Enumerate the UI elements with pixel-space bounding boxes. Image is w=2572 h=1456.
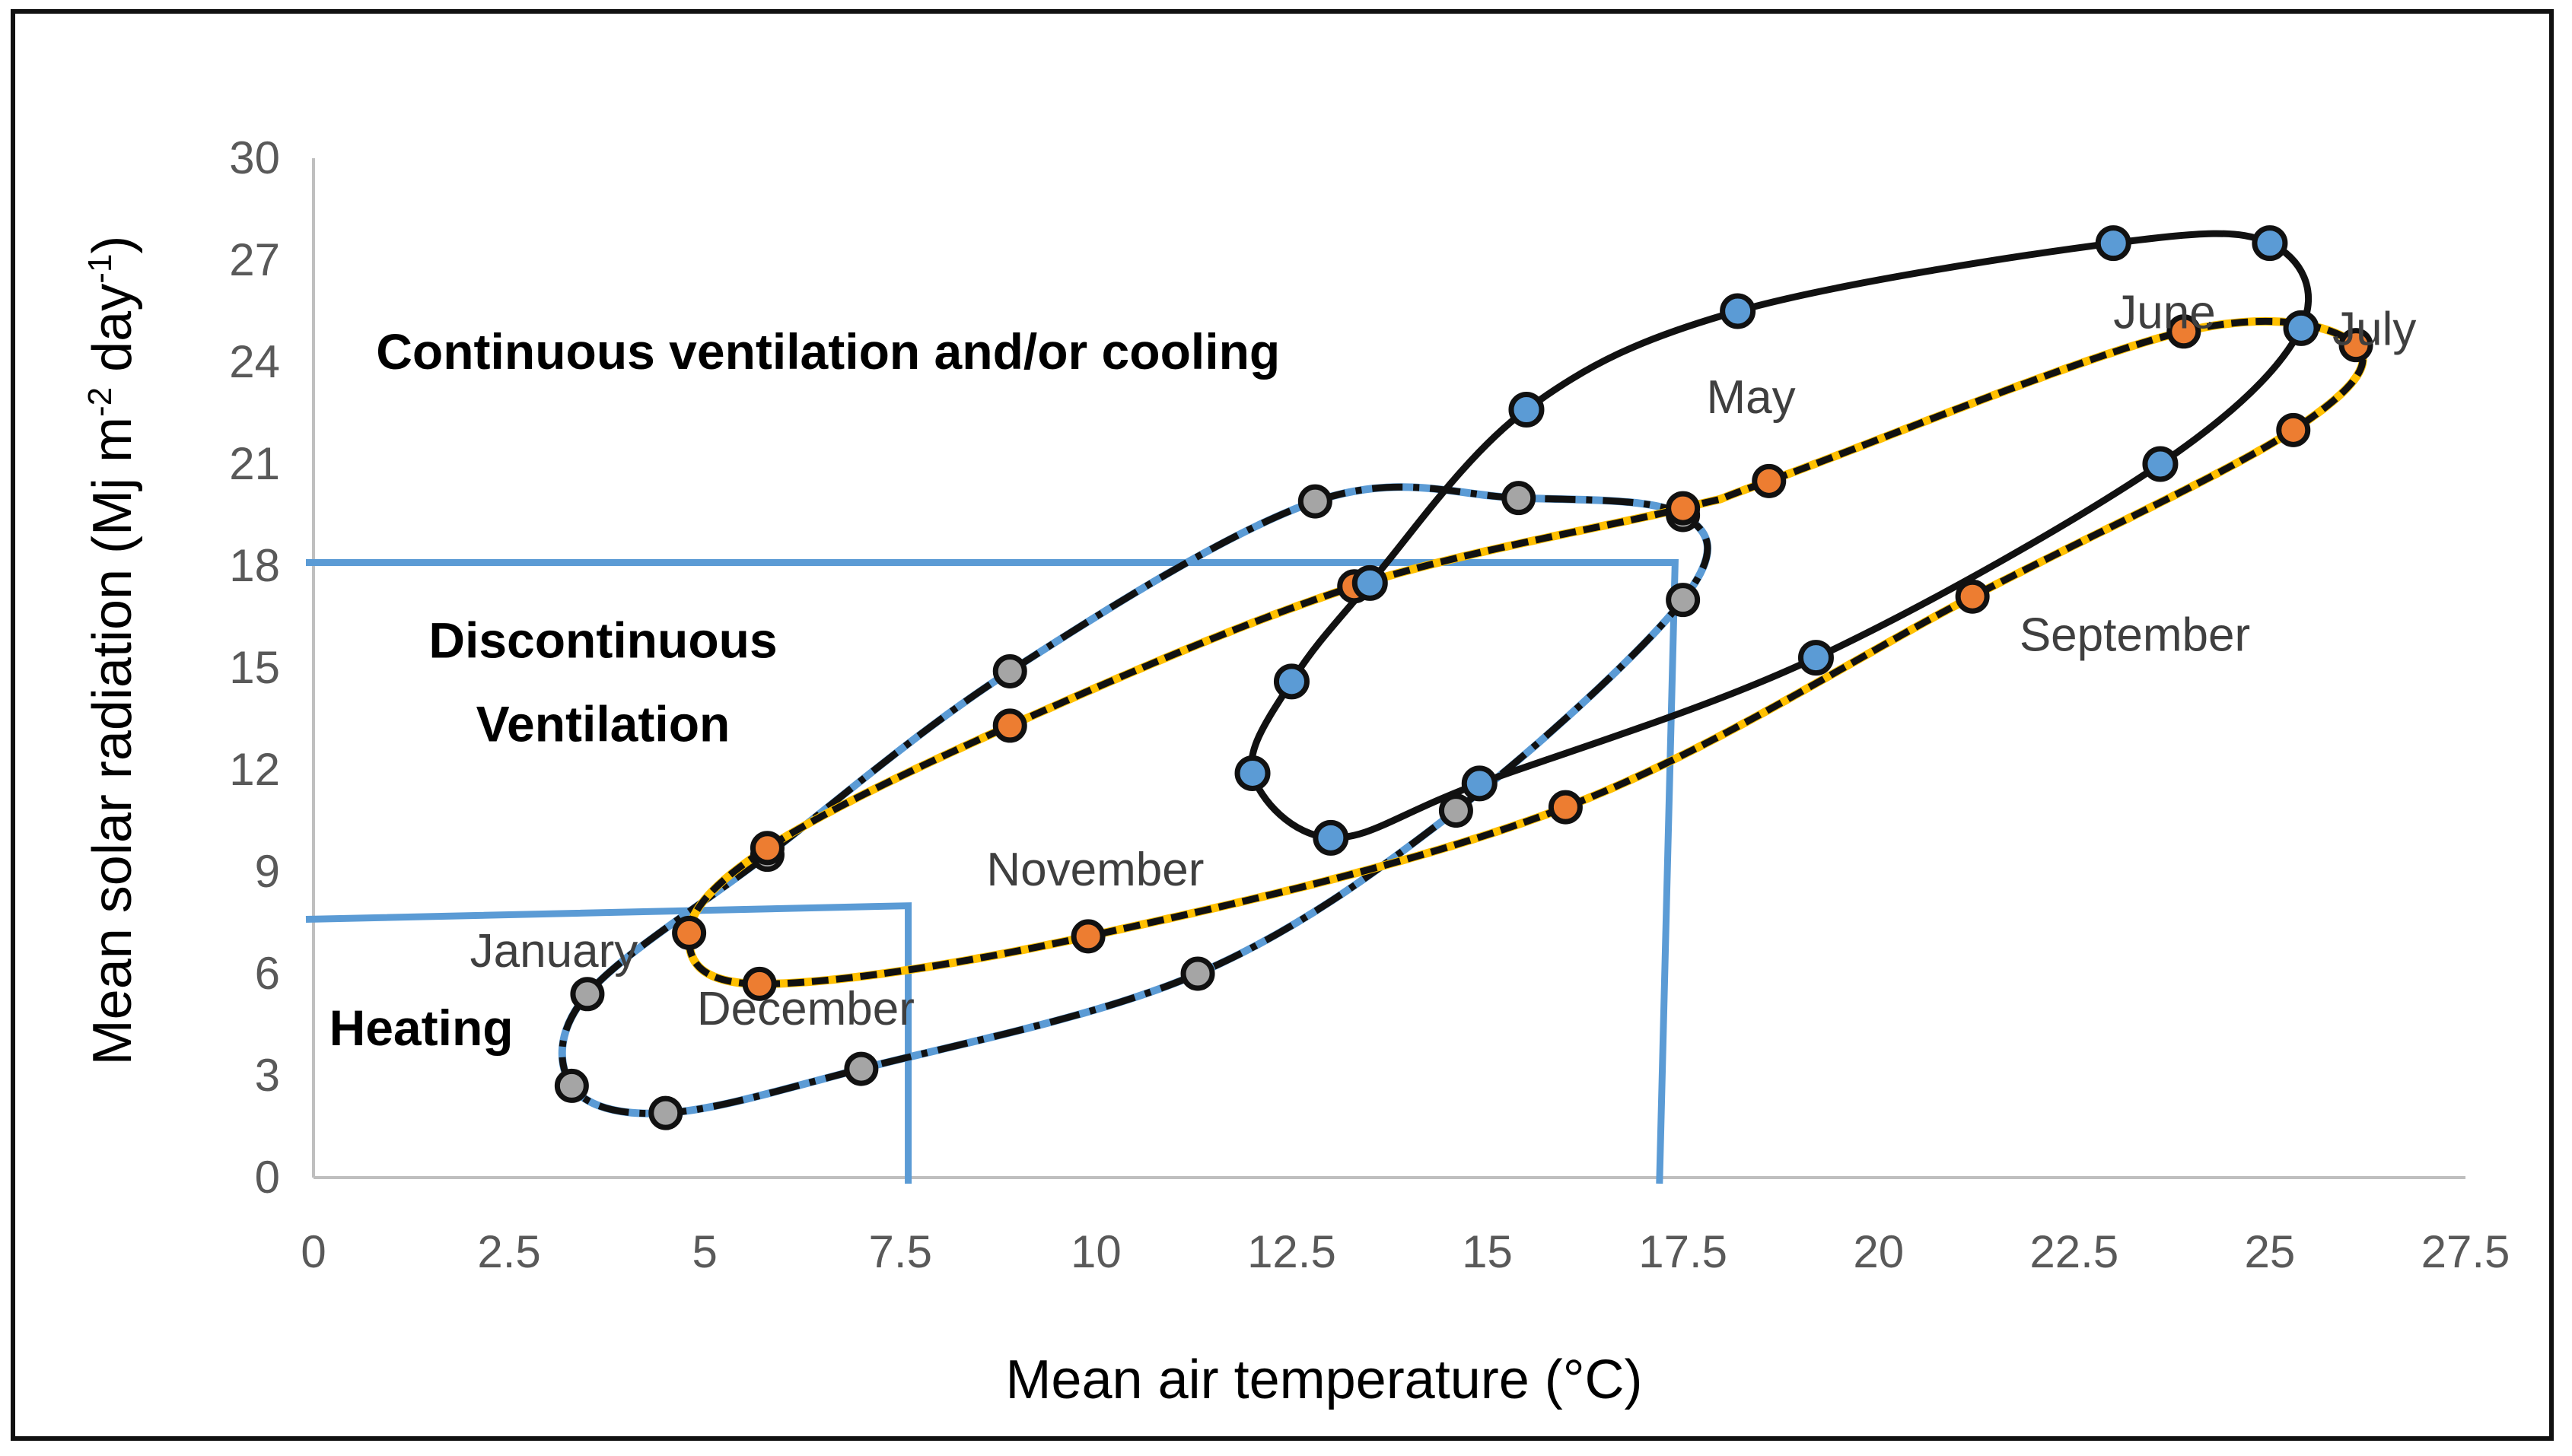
month-label: July	[2332, 304, 2416, 356]
month-label: September	[2020, 609, 2250, 662]
y-tick-label: 6	[255, 948, 280, 999]
series-orange-yellow-point	[2276, 412, 2311, 447]
series-orange-yellow-point	[1548, 790, 1583, 825]
series-black-blue-point	[2095, 225, 2131, 262]
series-grey-blue-point	[570, 977, 605, 1012]
series-grey-blue-point	[1438, 793, 1473, 828]
month-label: November	[986, 844, 1204, 896]
x-tick-label: 20	[1853, 1226, 1904, 1277]
series-black-blue-point	[2142, 446, 2179, 482]
series-orange-yellow-point	[1071, 919, 1106, 954]
series-black-blue-point	[1273, 663, 1310, 700]
x-tick-label: 7.5	[869, 1226, 932, 1277]
series-orange-yellow-point	[750, 831, 785, 866]
series-black-blue-point	[2252, 225, 2288, 262]
heating-zone-boundary	[305, 902, 912, 1184]
y-tick-label: 30	[229, 132, 280, 183]
series-grey-blue-point	[1666, 583, 1701, 618]
series-black-blue-line	[1248, 230, 2312, 841]
series-orange-yellow-point	[1666, 491, 1701, 526]
series-black-blue-point	[1461, 765, 1498, 802]
x-tick-label: 27.5	[2421, 1226, 2510, 1277]
series-layer	[554, 225, 2373, 1130]
series-black-blue-point	[1351, 564, 1388, 601]
month-label: May	[1706, 371, 1795, 424]
y-axis-title: Mean solar radiation (Mj m-2 day-1)	[81, 236, 143, 1066]
series-black-blue-point	[1508, 392, 1545, 428]
x-tick-label: 2.5	[477, 1226, 540, 1277]
y-tick-label: 15	[229, 642, 280, 693]
month-label: January	[470, 925, 638, 978]
series-orange-yellow-point	[742, 966, 777, 1001]
series-grey-blue-point	[648, 1095, 683, 1130]
month-label: December	[697, 983, 915, 1035]
y-tick-label: 3	[255, 1050, 280, 1101]
y-tick-label: 24	[229, 336, 280, 387]
x-tick-label: 10	[1071, 1226, 1122, 1277]
series-black-blue-point	[1313, 819, 1349, 856]
x-tick-label: 12.5	[1247, 1226, 1336, 1277]
y-axis-title-sup2: -1	[81, 254, 119, 284]
y-axis-title-sup1: -2	[81, 387, 119, 417]
x-tick-label: 17.5	[1638, 1226, 1727, 1277]
series-orange-yellow-point	[1955, 579, 1990, 614]
series-black-blue-point	[1234, 755, 1271, 791]
y-axis-title-main: Mean solar radiation (Mj m	[82, 417, 143, 1065]
series-grey-blue-point	[1297, 484, 1332, 519]
y-tick-label: 0	[255, 1152, 280, 1203]
series-orange-yellow-point	[1752, 463, 1787, 498]
y-tick-label: 21	[229, 438, 280, 489]
series-orange-yellow-point	[672, 915, 707, 950]
x-tick-label: 22.5	[2029, 1226, 2118, 1277]
discontinuous-ventilation-label: Ventilation	[476, 696, 731, 752]
month-label: June	[2113, 286, 2215, 339]
y-tick-label: 9	[255, 846, 280, 897]
series-black-blue-point	[1797, 640, 1834, 676]
series-grey-blue-point	[1501, 481, 1536, 516]
series-grey-blue-point	[554, 1068, 589, 1103]
x-tick-label: 5	[692, 1226, 717, 1277]
y-tick-label: 12	[229, 744, 280, 795]
discontinuous-ventilation-label: Discontinuous	[428, 612, 777, 669]
series-black-blue-point	[1720, 293, 1756, 329]
series-orange-yellow-point	[2166, 314, 2201, 349]
series-orange-yellow-point	[2338, 328, 2373, 363]
x-axis-title: Mean air temperature (°C)	[1005, 1350, 1642, 1410]
zone-lines	[305, 559, 1679, 1184]
y-tick-label: 18	[229, 540, 280, 591]
y-axis-title-end: )	[82, 236, 143, 254]
labels-layer: Heating Discontinuous Ventilation Continuou…	[329, 286, 2417, 1055]
continuous-ventilation-label: Continuous ventilation and/or cooling	[376, 323, 1280, 380]
x-tick-label: 0	[301, 1226, 326, 1277]
heating-label: Heating	[329, 1000, 514, 1056]
ventilation-zone-boundary	[306, 559, 1679, 1184]
series-grey-blue-point	[992, 653, 1027, 688]
series-grey-blue-point	[844, 1051, 879, 1086]
series-black-blue-point	[2283, 310, 2319, 346]
x-tick-label: 25	[2245, 1226, 2296, 1277]
series-grey-blue-point	[1180, 956, 1215, 991]
axes: 0 3 6 9 12 15 18 21 24 27 30 0 2.5 5 7.5 10 12.5 15 17.5 20…	[229, 132, 2510, 1277]
y-axis-title-mid: day	[82, 284, 143, 387]
x-tick-label: 15	[1462, 1226, 1513, 1277]
y-tick-label: 27	[229, 234, 280, 285]
series-orange-yellow-point	[992, 708, 1027, 743]
